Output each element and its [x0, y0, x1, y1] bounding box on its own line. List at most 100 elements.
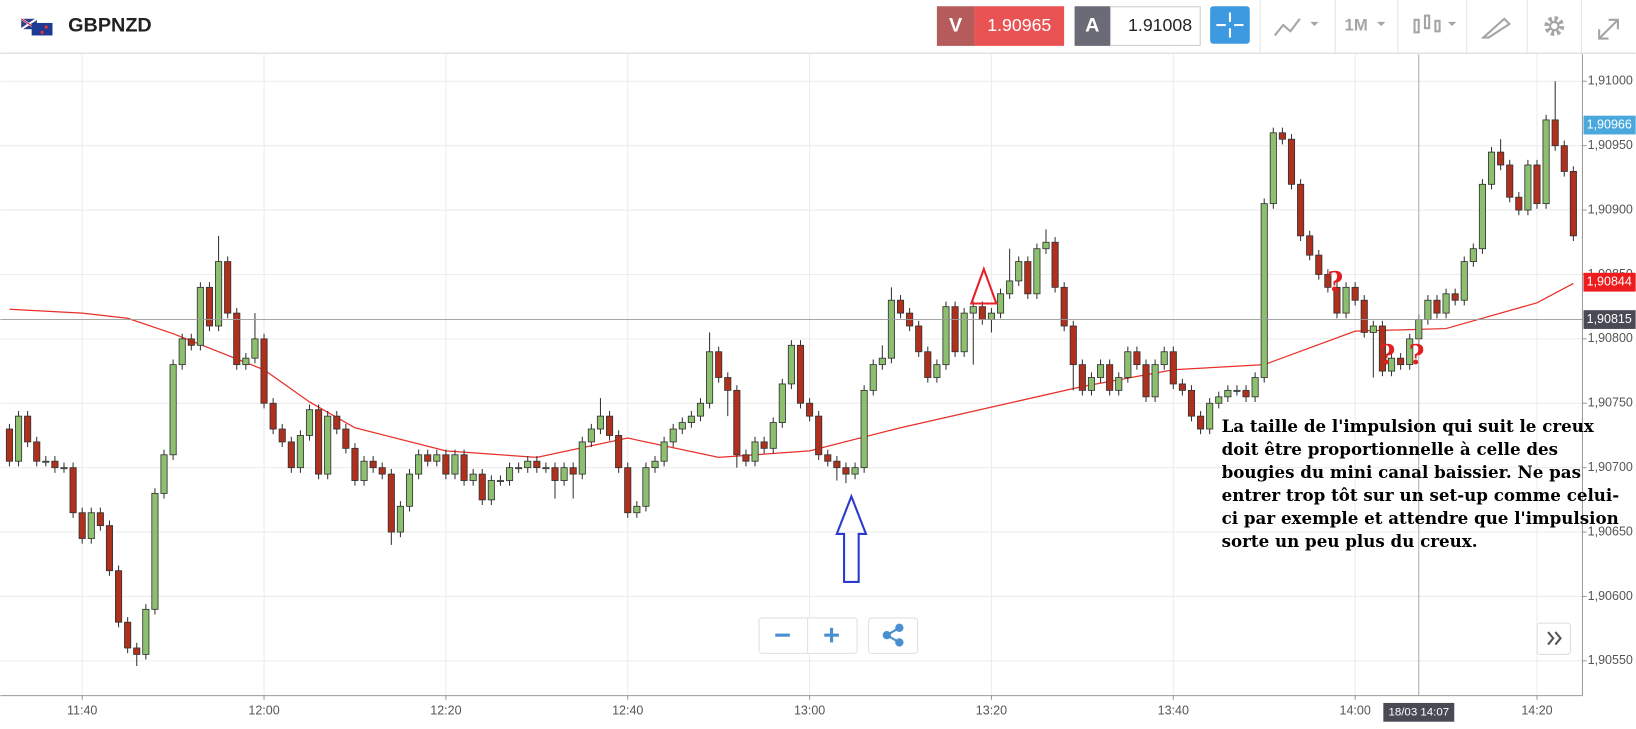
candle-body — [1197, 415, 1205, 430]
candle-body — [1015, 261, 1023, 282]
candle-body — [1460, 261, 1468, 301]
candle-body — [806, 402, 814, 417]
note-line: ci par exemple et attendre que l'impulsi… — [1222, 508, 1619, 528]
toolbar — [0, 0, 1636, 54]
candle-body — [33, 441, 41, 462]
candle-body — [1133, 351, 1141, 366]
candle-body — [1078, 364, 1086, 391]
x-tick-label: 12:40 — [612, 704, 643, 718]
candle-body — [660, 441, 668, 462]
question-mark: ? — [1409, 340, 1425, 371]
candle-body — [996, 293, 1005, 314]
candle-body — [1151, 364, 1159, 398]
candle-body — [405, 473, 414, 507]
candle-body — [387, 473, 395, 533]
x-tick-label: 13:00 — [794, 704, 825, 718]
candle-body — [251, 338, 259, 359]
candle-body — [1542, 119, 1550, 205]
x-tick-label: 11:40 — [67, 704, 97, 718]
sell-price-box[interactable] — [974, 6, 1065, 46]
plot-layer: 1,90550 1,90600 1,90650 1,90700 1,90750 1,908… — [0, 54, 1636, 722]
candle-body — [887, 299, 895, 359]
candle-body — [1387, 357, 1396, 372]
candle-body — [1224, 389, 1232, 398]
price-label-box — [1583, 115, 1636, 135]
candle-body — [1106, 364, 1114, 391]
candle-body — [1406, 338, 1414, 366]
candle-body — [524, 460, 532, 469]
y-tick-label: 1,90650 — [1588, 524, 1633, 538]
candle-body — [678, 422, 686, 430]
candle-body — [196, 286, 204, 346]
y-tick-label: 1,90700 — [1588, 460, 1633, 474]
note-line: bougies du mini canal baissier. Ne pas — [1222, 462, 1581, 482]
sell-label: V — [949, 14, 963, 36]
candle-body — [1242, 389, 1250, 398]
candle-body — [978, 306, 986, 320]
candle-body — [460, 454, 468, 481]
candle-body — [851, 467, 859, 475]
candle-body — [1115, 377, 1123, 391]
note-line: doit être proportionnelle à celle des — [1222, 439, 1558, 459]
candle-body — [1069, 325, 1077, 366]
buy-price-box[interactable] — [1110, 6, 1201, 46]
candle-body — [51, 460, 59, 469]
candle-body — [587, 428, 595, 443]
candle-body — [706, 351, 714, 404]
candle-body — [1287, 138, 1296, 185]
y-tick-label: 1,90950 — [1588, 138, 1633, 152]
candle-body — [1278, 132, 1286, 140]
candle-body — [5, 428, 13, 462]
candle-body — [1442, 293, 1450, 314]
candle-body — [742, 454, 750, 462]
candle-body — [1569, 171, 1577, 237]
question-mark: ? — [1379, 340, 1395, 371]
candle-body — [496, 480, 504, 483]
x-tick-label: 12:20 — [430, 704, 461, 718]
candle-body — [42, 460, 50, 463]
sell-button[interactable] — [936, 6, 975, 46]
candle-body — [142, 608, 150, 655]
crosshair-button[interactable] — [1210, 6, 1250, 44]
candle-body — [1351, 286, 1359, 301]
candle-body — [78, 512, 86, 539]
symbol: GBPNZD — [68, 14, 152, 36]
candle-body — [869, 364, 877, 391]
candle-body — [215, 261, 223, 327]
candle-body — [433, 454, 441, 462]
candle-body — [278, 428, 286, 443]
candle-body — [987, 312, 995, 320]
candle-body — [578, 441, 586, 475]
candle-body — [1269, 132, 1277, 205]
candle-body — [1469, 248, 1477, 263]
candle-body — [1097, 364, 1105, 378]
crosshair-icon — [1216, 12, 1244, 38]
candle-body — [1033, 248, 1041, 295]
candle-body — [1042, 241, 1050, 250]
price-label-box — [1583, 310, 1636, 329]
buy-label: A — [1085, 14, 1099, 36]
candle-body — [642, 467, 650, 507]
candle-body — [1506, 164, 1514, 198]
candle-body — [624, 467, 632, 514]
candle-body — [569, 467, 577, 475]
candle-body — [287, 441, 295, 469]
candle-body — [969, 306, 977, 314]
candle-body — [1124, 351, 1132, 378]
candle-body — [1187, 389, 1196, 417]
candle-body — [269, 402, 277, 430]
buy-button[interactable] — [1074, 6, 1111, 46]
candle-body — [505, 467, 514, 481]
candle-body — [1060, 286, 1068, 327]
zoom-controls[interactable] — [758, 617, 1571, 655]
candle-body — [715, 351, 723, 378]
candle-body — [951, 306, 959, 353]
candle-body — [1206, 402, 1214, 430]
candle-body — [724, 377, 732, 391]
candle-body — [87, 512, 95, 539]
candle-body — [378, 467, 386, 475]
candle-body — [151, 493, 159, 610]
candle-body — [342, 428, 350, 449]
candle-body — [1378, 325, 1386, 372]
